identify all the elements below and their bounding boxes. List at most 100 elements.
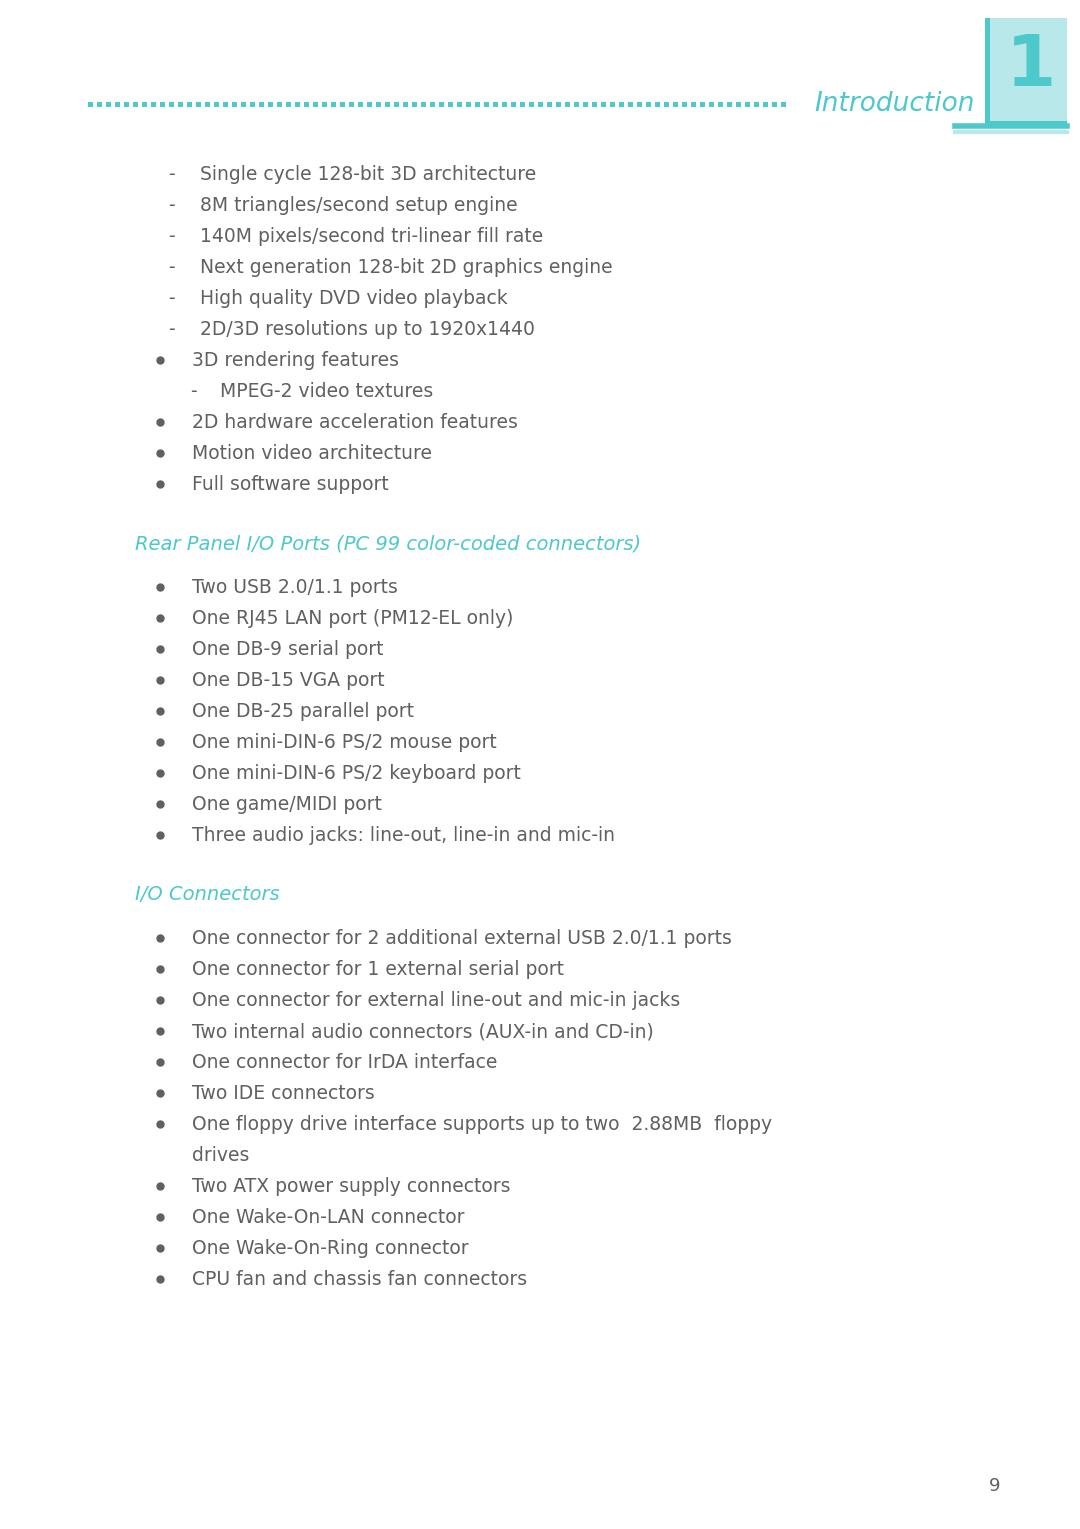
Bar <box>546 101 552 107</box>
Text: One floppy drive interface supports up to two  2.88MB  floppy: One floppy drive interface supports up t… <box>192 1115 772 1135</box>
Bar <box>106 101 111 107</box>
Bar <box>654 101 660 107</box>
Text: -: - <box>190 382 197 401</box>
Bar <box>691 101 696 107</box>
Bar <box>168 101 174 107</box>
Bar <box>700 101 705 107</box>
Text: CPU fan and chassis fan connectors: CPU fan and chassis fan connectors <box>192 1271 527 1289</box>
Bar <box>376 101 381 107</box>
Bar <box>781 101 786 107</box>
Bar <box>727 101 732 107</box>
Bar <box>349 101 354 107</box>
Text: One DB-25 parallel port: One DB-25 parallel port <box>192 702 414 722</box>
Bar <box>556 101 561 107</box>
Text: drives: drives <box>192 1147 249 1165</box>
Text: -: - <box>168 258 175 277</box>
Bar <box>214 101 219 107</box>
Bar <box>438 101 444 107</box>
Text: Introduction: Introduction <box>814 92 975 118</box>
Text: -: - <box>168 226 175 246</box>
Bar <box>178 101 183 107</box>
Text: Full software support: Full software support <box>192 476 389 494</box>
Text: 2D/3D resolutions up to 1920x1440: 2D/3D resolutions up to 1920x1440 <box>200 320 535 339</box>
Text: -: - <box>168 196 175 216</box>
Bar <box>141 101 147 107</box>
Bar <box>322 101 327 107</box>
Bar <box>600 101 606 107</box>
Bar <box>268 101 273 107</box>
Bar <box>303 101 309 107</box>
Text: 1: 1 <box>1005 32 1056 101</box>
Bar <box>295 101 300 107</box>
Bar <box>232 101 237 107</box>
Bar <box>735 101 741 107</box>
Bar <box>187 101 192 107</box>
Text: One DB-9 serial port: One DB-9 serial port <box>192 641 383 659</box>
Bar <box>745 101 750 107</box>
Bar <box>475 101 480 107</box>
Bar <box>519 101 525 107</box>
Text: High quality DVD video playback: High quality DVD video playback <box>200 289 508 307</box>
Bar <box>457 101 462 107</box>
Text: 3D rendering features: 3D rendering features <box>192 352 399 370</box>
Bar <box>276 101 282 107</box>
Bar <box>465 101 471 107</box>
Bar <box>259 101 264 107</box>
Bar <box>673 101 678 107</box>
Bar <box>718 101 723 107</box>
Bar <box>286 101 291 107</box>
Bar <box>619 101 624 107</box>
Text: Two IDE connectors: Two IDE connectors <box>192 1084 375 1102</box>
Bar <box>114 101 120 107</box>
Text: -: - <box>168 165 175 183</box>
Bar <box>492 101 498 107</box>
Bar <box>367 101 372 107</box>
Bar <box>637 101 642 107</box>
Bar <box>985 18 990 125</box>
Text: Three audio jacks: line-out, line-in and mic-in: Three audio jacks: line-out, line-in and… <box>192 826 615 846</box>
Text: 140M pixels/second tri-linear fill rate: 140M pixels/second tri-linear fill rate <box>200 226 543 246</box>
Text: Two ATX power supply connectors: Two ATX power supply connectors <box>192 1177 511 1196</box>
Bar <box>708 101 714 107</box>
Bar <box>241 101 246 107</box>
Bar <box>97 101 102 107</box>
Bar <box>448 101 453 107</box>
Bar <box>403 101 408 107</box>
Bar <box>87 101 93 107</box>
Bar <box>985 18 1067 125</box>
Bar <box>664 101 669 107</box>
Bar <box>681 101 687 107</box>
Text: 8M triangles/second setup engine: 8M triangles/second setup engine <box>200 196 517 216</box>
Text: MPEG-2 video textures: MPEG-2 video textures <box>220 382 433 401</box>
Bar <box>430 101 435 107</box>
Text: One connector for 1 external serial port: One connector for 1 external serial port <box>192 960 564 979</box>
Text: One DB-15 VGA port: One DB-15 VGA port <box>192 671 384 690</box>
Bar <box>330 101 336 107</box>
Bar <box>421 101 426 107</box>
Bar <box>754 101 759 107</box>
Bar <box>627 101 633 107</box>
Bar <box>133 101 138 107</box>
Bar <box>195 101 201 107</box>
Text: One game/MIDI port: One game/MIDI port <box>192 795 382 813</box>
Bar <box>646 101 651 107</box>
Text: One Wake-On-LAN connector: One Wake-On-LAN connector <box>192 1208 464 1226</box>
Text: One connector for external line-out and mic-in jacks: One connector for external line-out and … <box>192 991 680 1011</box>
Bar <box>411 101 417 107</box>
Bar <box>772 101 777 107</box>
Bar <box>484 101 489 107</box>
Text: Two USB 2.0/1.1 ports: Two USB 2.0/1.1 ports <box>192 578 397 596</box>
Text: One mini-DIN-6 PS/2 mouse port: One mini-DIN-6 PS/2 mouse port <box>192 732 497 752</box>
Text: One RJ45 LAN port (PM12-EL only): One RJ45 LAN port (PM12-EL only) <box>192 609 513 628</box>
Bar <box>565 101 570 107</box>
Bar <box>985 121 1067 125</box>
Bar <box>592 101 597 107</box>
Bar <box>394 101 399 107</box>
Bar <box>205 101 210 107</box>
Text: Rear Panel I/O Ports (PC 99 color-coded connectors): Rear Panel I/O Ports (PC 99 color-coded … <box>135 534 642 553</box>
Bar <box>511 101 516 107</box>
Text: One connector for 2 additional external USB 2.0/1.1 ports: One connector for 2 additional external … <box>192 930 732 948</box>
Text: One Wake-On-Ring connector: One Wake-On-Ring connector <box>192 1238 469 1258</box>
Bar <box>538 101 543 107</box>
Text: I/O Connectors: I/O Connectors <box>135 885 280 904</box>
